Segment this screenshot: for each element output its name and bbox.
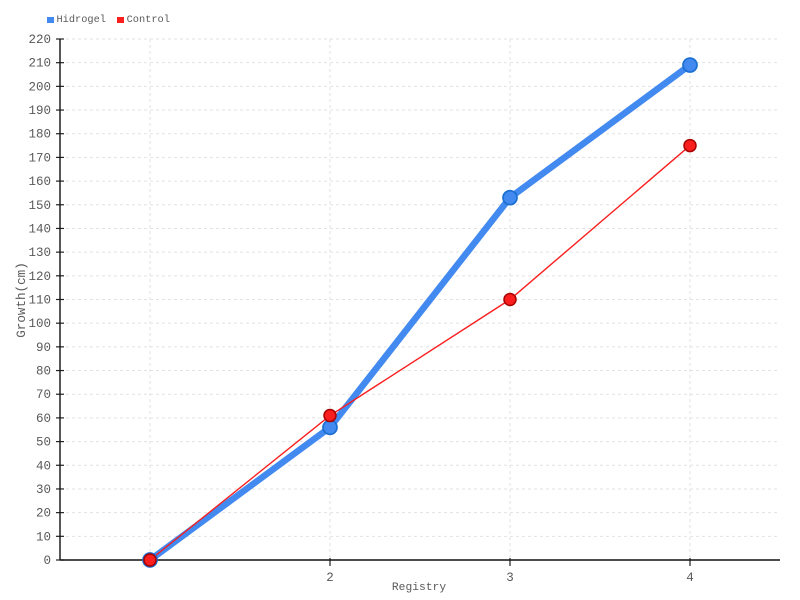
svg-text:30: 30 <box>36 483 51 497</box>
svg-text:110: 110 <box>28 294 51 308</box>
svg-text:140: 140 <box>28 222 51 236</box>
svg-text:100: 100 <box>28 317 51 331</box>
svg-text:90: 90 <box>36 341 51 355</box>
svg-text:10: 10 <box>36 530 51 544</box>
svg-text:0: 0 <box>43 554 51 568</box>
svg-text:80: 80 <box>36 365 51 379</box>
svg-text:4: 4 <box>686 571 694 585</box>
svg-text:2: 2 <box>326 571 334 585</box>
svg-text:120: 120 <box>28 270 51 284</box>
svg-text:3: 3 <box>506 571 514 585</box>
svg-text:150: 150 <box>28 199 51 213</box>
svg-text:40: 40 <box>36 459 51 473</box>
svg-text:170: 170 <box>28 151 51 165</box>
svg-text:190: 190 <box>28 104 51 118</box>
svg-text:60: 60 <box>36 412 51 426</box>
svg-text:20: 20 <box>36 507 51 521</box>
svg-text:50: 50 <box>36 436 51 450</box>
svg-text:210: 210 <box>28 57 51 71</box>
svg-text:130: 130 <box>28 246 51 260</box>
svg-text:180: 180 <box>28 128 51 142</box>
svg-text:200: 200 <box>28 80 51 94</box>
svg-text:220: 220 <box>28 33 51 47</box>
svg-text:160: 160 <box>28 175 51 189</box>
svg-text:70: 70 <box>36 388 51 402</box>
